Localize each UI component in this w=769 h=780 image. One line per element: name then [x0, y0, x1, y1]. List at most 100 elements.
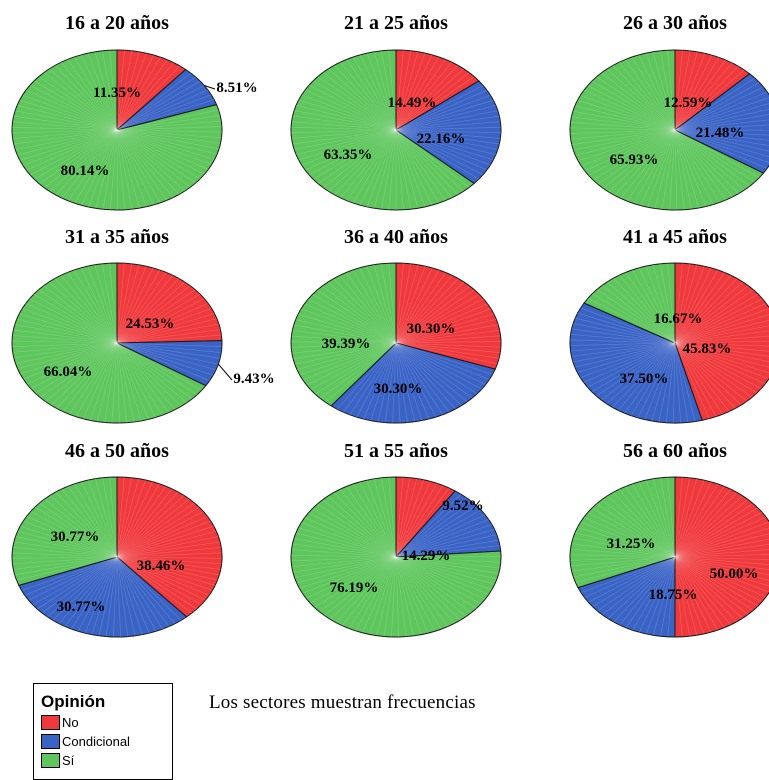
- slice-texture-line: [674, 556, 767, 598]
- slice-texture-line: [116, 129, 212, 165]
- slice-texture-line: [22, 129, 118, 166]
- slice-texture-line: [395, 534, 497, 558]
- slice-texture-line: [88, 129, 118, 208]
- slice-texture-line: [674, 556, 698, 636]
- slice-texture-line: [674, 129, 739, 194]
- slice-texture-line: [674, 556, 754, 611]
- slice-texture-line: [580, 521, 676, 558]
- slice-texture-line: [12, 546, 118, 558]
- slice-texture-line: [587, 85, 676, 131]
- slice-texture-line: [674, 272, 725, 344]
- slice-texture-line: [116, 525, 214, 558]
- slice-texture-line: [116, 556, 213, 591]
- slice-texture-line: [317, 503, 397, 558]
- slice-texture-line: [637, 342, 676, 418]
- slice-percent-label: 11.35%: [93, 85, 141, 101]
- slice-texture-line: [15, 342, 118, 364]
- pie-slice-condicional: [577, 556, 676, 638]
- slice-texture-line: [116, 129, 140, 209]
- slice-texture-line: [395, 329, 500, 344]
- slice-texture-line: [116, 129, 205, 175]
- slice-texture-line: [58, 556, 118, 624]
- slice-texture-line: [327, 495, 397, 558]
- slice-texture-line: [370, 342, 397, 421]
- slice-texture-line: [395, 76, 475, 131]
- slice-percent-label: 37.50%: [620, 371, 669, 387]
- slice-texture-line: [667, 263, 676, 344]
- slice-texture-line: [632, 556, 676, 631]
- slice-texture-line: [674, 59, 726, 131]
- slice-texture-line: [395, 483, 438, 558]
- slice-texture-line: [73, 269, 118, 344]
- slice-texture-line: [570, 342, 676, 352]
- slice-texture-line: [291, 129, 397, 134]
- slice-texture-line: [116, 129, 133, 210]
- slice-texture-line: [395, 129, 500, 145]
- slice-texture-line: [13, 129, 118, 145]
- slice-texture-line: [652, 51, 676, 131]
- slice-texture-line: [384, 342, 397, 423]
- slice-texture-line: [116, 342, 120, 423]
- slice-texture-line: [395, 298, 484, 344]
- slice-percent-label: 30.30%: [374, 381, 423, 397]
- slice-texture-line: [395, 556, 477, 609]
- slice-texture-line: [395, 342, 468, 403]
- pie-slice-condicional: [18, 556, 188, 638]
- slice-texture-line: [369, 556, 397, 635]
- slice-texture-line: [32, 556, 118, 606]
- slice-texture-line: [395, 129, 433, 206]
- slice-texture-line: [395, 285, 470, 344]
- slice-texture-line: [674, 342, 730, 412]
- slice-texture-line: [674, 556, 758, 607]
- slice-texture-line: [333, 278, 397, 344]
- slice-texture-line: [674, 129, 707, 207]
- slice-texture-line: [329, 556, 397, 620]
- slice-texture-line: [570, 334, 676, 344]
- slice-texture-line: [667, 556, 676, 637]
- slice-texture-line: [674, 129, 750, 187]
- slice-texture-line: [71, 556, 118, 630]
- slice-texture-line: [116, 556, 222, 559]
- legend-item-no: No: [41, 713, 172, 732]
- slice-texture-line: [308, 84, 397, 131]
- slice-texture-line: [395, 129, 464, 192]
- slice-texture-line: [116, 511, 204, 558]
- slice-texture-line: [674, 342, 696, 422]
- slice-texture-line: [674, 97, 769, 131]
- pie-slice-condicional: [394, 490, 502, 558]
- slice-texture-line: [591, 507, 676, 558]
- slice-texture-line: [319, 342, 397, 399]
- slice-texture-line: [291, 121, 397, 131]
- slice-texture-line: [633, 129, 676, 204]
- slice-texture-line: [116, 498, 190, 558]
- slice-texture-line: [395, 129, 412, 210]
- slice-texture-line: [395, 54, 433, 131]
- pie-title: 16 a 20 años: [65, 12, 169, 34]
- slice-texture-line: [588, 129, 676, 176]
- slice-texture-line: [312, 294, 397, 344]
- slice-texture-line: [395, 487, 450, 558]
- slice-texture-line: [313, 129, 397, 180]
- slice-texture-line: [299, 556, 397, 589]
- slice-texture-line: [674, 263, 691, 344]
- slice-texture-line: [16, 556, 118, 581]
- slice-texture-line: [359, 481, 397, 558]
- slice-texture-line: [116, 342, 176, 410]
- slice-texture-line: [395, 129, 484, 176]
- slice-texture-line: [674, 129, 714, 205]
- slice-texture-line: [395, 51, 419, 131]
- slice-texture-line: [638, 481, 676, 558]
- slice-texture-line: [388, 50, 397, 131]
- slice-texture-line: [630, 342, 676, 416]
- pie-panel: 56 a 60 años 50.00% 18.75% 31.25%: [569, 440, 769, 638]
- slice-texture-line: [325, 342, 397, 403]
- slice-texture-line: [395, 556, 486, 600]
- slice-texture-line: [395, 556, 407, 637]
- slice-percent-label: 14.49%: [388, 95, 437, 111]
- slice-texture-line: [395, 485, 444, 558]
- slice-texture-line: [619, 274, 676, 344]
- slice-texture-line: [116, 556, 198, 610]
- slice-texture-line: [597, 556, 676, 612]
- slice-texture-line: [87, 479, 118, 558]
- pie-panel: 31 a 35 años 24.53% 9.43% 66.04%: [11, 226, 275, 424]
